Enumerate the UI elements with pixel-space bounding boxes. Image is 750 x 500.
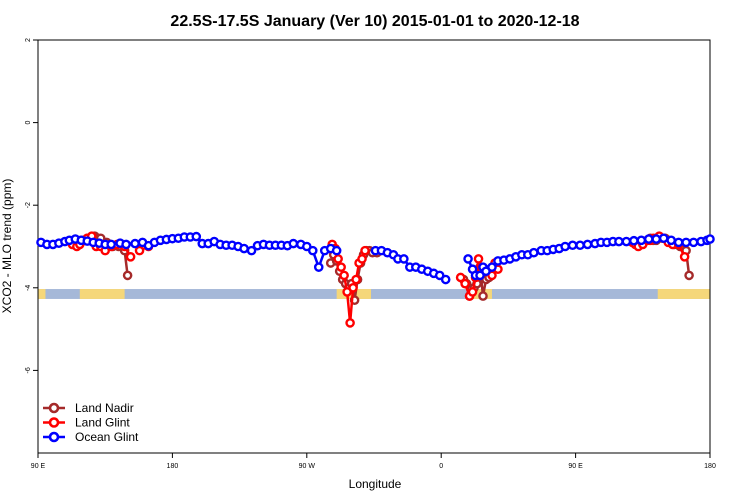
legend-marker-1 xyxy=(48,417,60,428)
series-2-point xyxy=(560,241,570,252)
series-2-point xyxy=(666,235,676,246)
y-tick-label-4: -6 xyxy=(25,367,32,373)
land-band-segment-3 xyxy=(657,289,710,299)
legend-label-2: Ocean Glint xyxy=(75,430,139,444)
y-tick-label-2: -2 xyxy=(25,202,32,208)
series-2-point xyxy=(575,240,585,251)
land-band-segment-0 xyxy=(79,289,125,299)
series-1-point xyxy=(345,318,355,328)
series-2-point xyxy=(307,245,318,256)
legend-label-1: Land Glint xyxy=(75,416,130,430)
series-2 xyxy=(36,231,715,285)
series-2-point xyxy=(705,234,715,244)
ocean-band xyxy=(38,289,710,299)
x-tick-label-2: 90 W xyxy=(299,463,316,470)
y-axis: 2 0 -2 -4 -6 xyxy=(25,38,38,374)
series-1-point xyxy=(467,287,478,297)
series-2-point xyxy=(440,274,451,285)
series-0-point xyxy=(684,270,694,281)
series-1-point xyxy=(333,254,343,264)
series-2-point xyxy=(528,247,539,258)
x-tick-label-0: 90 E xyxy=(31,463,46,470)
series-1-point xyxy=(336,262,346,272)
series-2-point xyxy=(313,262,324,272)
y-tick-label-1: 0 xyxy=(25,121,32,125)
series-2-point xyxy=(239,243,249,254)
x-tick-label-5: 180 xyxy=(704,463,716,470)
legend-label-0: Land Nadir xyxy=(75,401,134,415)
series-2-point xyxy=(246,245,257,256)
series-2-point xyxy=(621,236,632,247)
series-2-point xyxy=(130,238,140,249)
series-2-point xyxy=(681,237,691,248)
series-2-point xyxy=(629,235,639,246)
series-1-point xyxy=(360,245,370,256)
series-2-point xyxy=(673,237,684,248)
series-1-point xyxy=(134,245,145,256)
series-1-point xyxy=(455,272,466,283)
series-2-point xyxy=(651,234,662,244)
y-axis-label: XCO2 - MLO trend (ppm) xyxy=(0,179,14,314)
chart-title: 22.5S-17.5S January (Ver 10) 2015-01-01 … xyxy=(170,13,579,30)
series-2-point xyxy=(191,231,202,242)
legend-marker-0 xyxy=(48,402,60,414)
x-tick-label-3: 0 xyxy=(439,463,443,470)
plot-frame xyxy=(37,39,711,454)
series-0-point xyxy=(122,270,133,281)
series-2-point xyxy=(567,240,578,251)
series-2-point xyxy=(688,237,699,248)
land-band-segment-4 xyxy=(38,289,46,299)
series-2-point xyxy=(463,254,473,264)
series-2-point xyxy=(399,254,409,264)
series-1-point xyxy=(339,270,349,281)
series-1-point xyxy=(357,254,367,264)
series-1-point xyxy=(460,278,470,289)
series-1-point xyxy=(351,274,361,285)
series-layer xyxy=(36,231,715,328)
y-tick-label-3: -4 xyxy=(25,285,32,291)
series-1-point xyxy=(125,252,136,262)
series-2-point xyxy=(614,236,624,247)
x-tick-label-4: 90 E xyxy=(568,463,583,470)
x-tick-label-1: 180 xyxy=(167,463,179,470)
series-2-point xyxy=(658,233,669,244)
series-2-point xyxy=(331,245,342,256)
series-2-point xyxy=(582,239,593,250)
series-2-point xyxy=(121,239,131,250)
series-2-point xyxy=(643,234,654,244)
x-axis: 90 E 180 90 W 0 90 E 180 xyxy=(31,453,716,470)
series-1-point xyxy=(679,252,690,262)
series-2-point xyxy=(636,235,647,246)
series-1-point xyxy=(473,254,484,264)
series-1-point xyxy=(348,282,358,293)
series-2-point xyxy=(487,262,497,272)
surface-type-band xyxy=(38,289,710,299)
x-axis-label: Longitude xyxy=(349,477,402,491)
series-2-point xyxy=(288,238,299,249)
y-tick-label-0: 2 xyxy=(25,38,32,42)
legend-marker-2 xyxy=(48,431,60,443)
series-2-point xyxy=(106,239,116,250)
series-0-point xyxy=(478,291,488,301)
